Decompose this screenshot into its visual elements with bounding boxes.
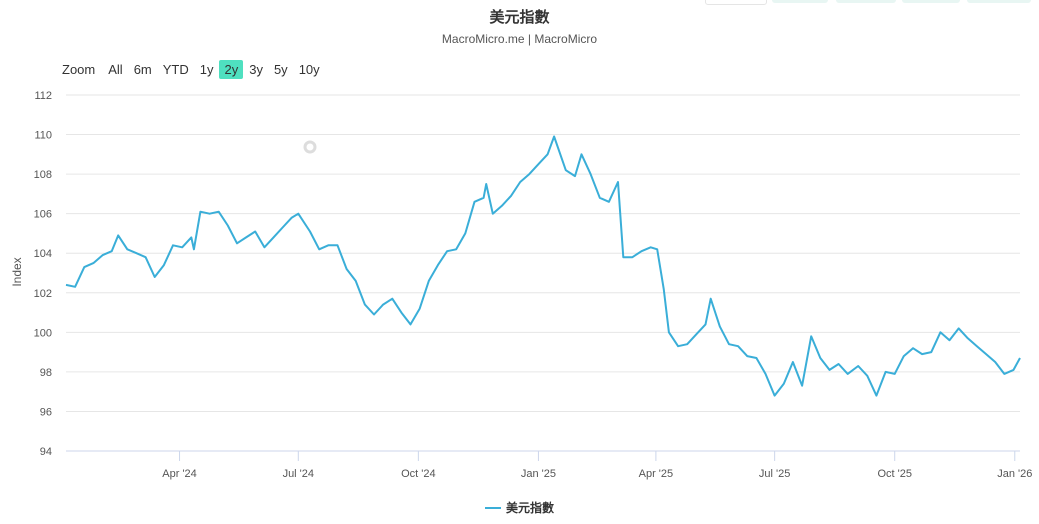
y-tick-label: 104 (34, 248, 52, 260)
legend-swatch (484, 506, 501, 509)
legend-item-label[interactable]: 美元指數 (505, 501, 554, 515)
range-selector: Zoom All 6m YTD 1y 2y 3y 5y 10y (60, 60, 326, 79)
x-tick-label: Oct '24 (401, 468, 436, 480)
y-axis-title: Index (10, 257, 24, 286)
y-tick-label: 110 (34, 130, 52, 142)
range-button-ytd[interactable]: YTD (162, 62, 189, 77)
range-button-2y[interactable]: 2y (219, 60, 244, 79)
zoom-label: Zoom (62, 62, 96, 77)
y-tick-label: 96 (40, 406, 52, 418)
x-tick-label: Jul '25 (759, 468, 790, 480)
range-button-all[interactable]: All (108, 62, 123, 77)
range-button-6m[interactable]: 6m (133, 62, 152, 77)
series-line (65, 135, 1021, 397)
y-tick-label: 106 (34, 209, 52, 221)
toolbar-button[interactable] (836, 0, 896, 3)
y-tick-label: 98 (40, 367, 52, 379)
x-tick-label: Jan '25 (521, 468, 556, 480)
y-tick-label: 94 (40, 446, 52, 458)
x-tick-label: Apr '25 (639, 468, 674, 480)
chart-title: 美元指數 (489, 8, 550, 26)
range-button-10y[interactable]: 10y (298, 62, 320, 77)
range-button-1y[interactable]: 1y (199, 62, 214, 77)
loading-indicator-icon (303, 140, 317, 154)
legend: 美元指數 (0, 499, 1039, 516)
x-tick-label: Jul '24 (283, 468, 314, 480)
toolbar-button[interactable] (967, 0, 1031, 3)
toolbar-button[interactable] (902, 0, 960, 3)
range-button-5y[interactable]: 5y (273, 62, 288, 77)
chart-subtitle: MacroMicro.me | MacroMicro (441, 32, 598, 46)
x-tick-label: Oct '25 (877, 468, 912, 480)
toolbar-button[interactable] (705, 0, 767, 5)
y-tick-label: 102 (34, 288, 52, 300)
x-tick-label: Jan '26 (997, 468, 1032, 480)
y-tick-label: 112 (34, 90, 52, 102)
toolbar-button[interactable] (772, 0, 828, 3)
y-tick-label: 108 (34, 169, 52, 181)
range-button-3y[interactable]: 3y (249, 62, 263, 77)
y-tick-label: 100 (34, 327, 52, 339)
x-tick-label: Apr '24 (162, 468, 197, 480)
